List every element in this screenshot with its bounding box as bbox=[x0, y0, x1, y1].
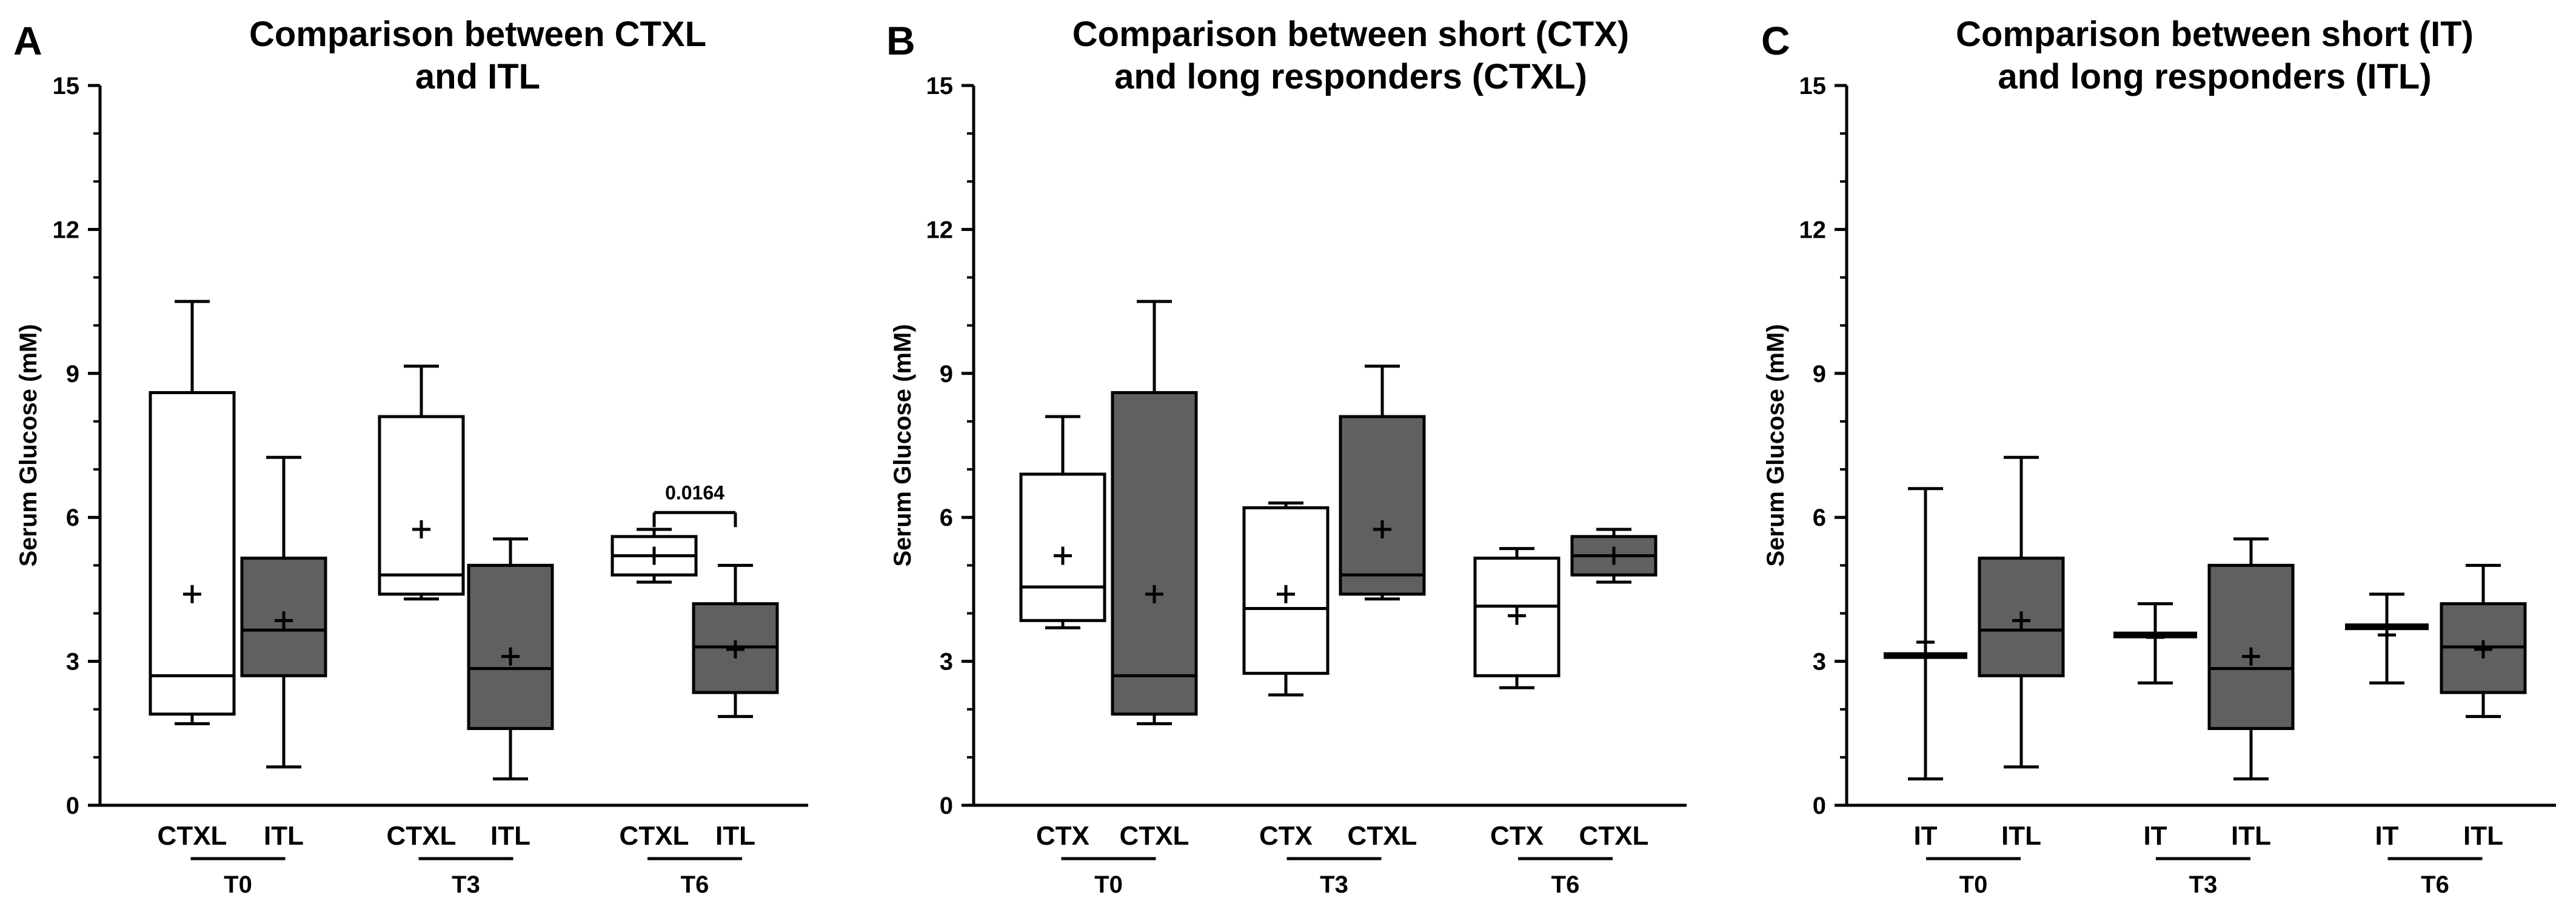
box-t3-ctx bbox=[1242, 501, 1330, 697]
category-label: ITL bbox=[2231, 821, 2271, 851]
box-t6-itl bbox=[2440, 563, 2527, 719]
y-axis-label: Serum Glucose (mM) bbox=[15, 324, 42, 566]
time-point-label: T3 bbox=[2189, 871, 2218, 898]
significance-bracket: 0.0164 bbox=[652, 481, 737, 528]
category-label: CTX bbox=[1259, 821, 1313, 851]
time-point-label: T3 bbox=[1320, 871, 1348, 898]
y-tick-label: 3 bbox=[66, 649, 79, 676]
y-tick-label: 3 bbox=[940, 649, 953, 676]
box-t3-itl bbox=[467, 537, 554, 780]
box-t3-it bbox=[2113, 602, 2197, 685]
category-label: CTXL bbox=[1579, 821, 1649, 851]
category-label: ITL bbox=[490, 821, 530, 851]
y-tick-label: 12 bbox=[53, 216, 80, 243]
panel-letter: C bbox=[1761, 18, 1790, 63]
box-rect bbox=[1339, 415, 1426, 596]
box-t0-it bbox=[1884, 487, 1967, 780]
box-t6-ctx bbox=[1473, 547, 1561, 689]
y-axis-label: Serum Glucose (mM) bbox=[889, 324, 916, 566]
panel-title-line: and long responders (ITL) bbox=[1998, 57, 2431, 96]
category-label: CTXL bbox=[1120, 821, 1189, 851]
box-rect bbox=[467, 563, 554, 730]
panel-c: C Comparison between short (IT)and long r… bbox=[1761, 15, 2556, 898]
panel-title-line: Comparison between short (IT) bbox=[1956, 15, 2474, 54]
category-label: CTXL bbox=[158, 821, 227, 851]
box-t3-ctxl bbox=[1339, 364, 1426, 601]
time-point-label: T0 bbox=[1094, 871, 1123, 898]
y-axis-label: Serum Glucose (mM) bbox=[1762, 324, 1789, 566]
y-tick-label: 15 bbox=[53, 73, 80, 99]
box-t0-ctx bbox=[1019, 415, 1106, 629]
y-tick-label: 9 bbox=[66, 361, 79, 387]
category-label: ITL bbox=[2001, 821, 2041, 851]
y-tick-label: 0 bbox=[940, 793, 953, 819]
category-label: CTX bbox=[1036, 821, 1089, 851]
box-t6-itl bbox=[692, 563, 779, 719]
category-label: IT bbox=[2375, 821, 2398, 851]
box-t0-ctxl bbox=[1111, 300, 1198, 725]
category-label: CTXL bbox=[620, 821, 689, 851]
panel-title-line: and ITL bbox=[415, 57, 540, 96]
panel-title-line: Comparison between short (CTX) bbox=[1072, 15, 1629, 54]
category-label: IT bbox=[1913, 821, 1937, 851]
y-tick-label: 15 bbox=[926, 73, 954, 99]
time-point-label: T6 bbox=[2421, 871, 2449, 898]
category-label: IT bbox=[2143, 821, 2167, 851]
box-t0-itl bbox=[240, 455, 327, 769]
box-t0-itl bbox=[1978, 455, 2065, 769]
panel-letter: A bbox=[13, 18, 42, 63]
box-t3-ctxl bbox=[378, 364, 465, 601]
box-rect bbox=[2207, 563, 2295, 730]
category-label: ITL bbox=[2463, 821, 2503, 851]
category-label: ITL bbox=[715, 821, 755, 851]
y-tick-label: 6 bbox=[66, 505, 79, 531]
time-point-label: T6 bbox=[681, 871, 709, 898]
category-label: CTXL bbox=[1348, 821, 1417, 851]
y-tick-label: 0 bbox=[1813, 793, 1826, 819]
y-tick-label: 15 bbox=[1799, 73, 1827, 99]
box-t0-ctxl bbox=[149, 300, 236, 725]
box-rect bbox=[1111, 391, 1198, 716]
category-label: CTX bbox=[1490, 821, 1544, 851]
y-tick-label: 12 bbox=[1799, 216, 1827, 243]
category-label: CTXL bbox=[387, 821, 457, 851]
box-t6-ctxl bbox=[1570, 528, 1658, 584]
panel-title-line: and long responders (CTXL) bbox=[1114, 57, 1587, 96]
y-tick-label: 9 bbox=[940, 361, 953, 387]
time-point-label: T0 bbox=[224, 871, 252, 898]
y-tick-label: 0 bbox=[66, 793, 79, 819]
time-point-label: T6 bbox=[1551, 871, 1580, 898]
y-tick-label: 6 bbox=[940, 505, 953, 531]
y-tick-label: 12 bbox=[926, 216, 954, 243]
y-tick-label: 3 bbox=[1813, 649, 1826, 676]
panel-title-line: Comparison between CTXL bbox=[249, 15, 706, 54]
time-point-label: T0 bbox=[1959, 871, 1988, 898]
category-label: ITL bbox=[264, 821, 304, 851]
box-rect bbox=[149, 391, 236, 716]
box-t6-ctxl bbox=[611, 528, 698, 584]
box-t6-it bbox=[2345, 592, 2429, 685]
y-tick-label: 9 bbox=[1813, 361, 1826, 387]
time-point-label: T3 bbox=[452, 871, 480, 898]
box-t3-itl bbox=[2207, 537, 2295, 780]
box-rect bbox=[378, 415, 465, 596]
panel-b: B Comparison between short (CTX)and long … bbox=[886, 15, 1687, 898]
y-tick-label: 6 bbox=[1813, 505, 1826, 531]
panel-letter: B bbox=[886, 18, 915, 63]
p-value-label: 0.0164 bbox=[665, 481, 724, 503]
